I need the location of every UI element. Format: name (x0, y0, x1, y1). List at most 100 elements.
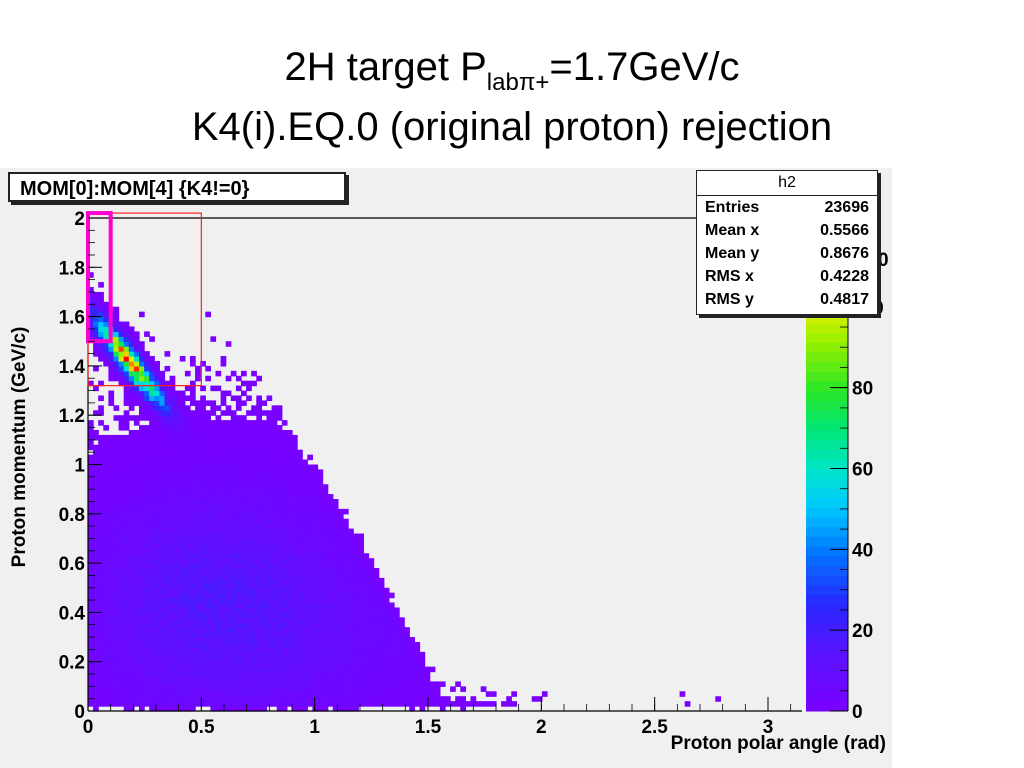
heatmap-cell (251, 661, 257, 668)
heatmap-cell (327, 641, 334, 648)
heatmap-cell (215, 681, 222, 687)
heatmap-cell (251, 548, 257, 554)
heatmap-cell (133, 385, 140, 392)
heatmap-cell (159, 681, 166, 687)
heatmap-cell (281, 479, 288, 485)
heatmap-cell (276, 641, 283, 648)
heatmap-cell (261, 444, 268, 451)
heatmap-cell (154, 548, 160, 554)
heatmap-cell (343, 661, 349, 668)
heatmap-cell (230, 425, 237, 431)
heatmap-cell (154, 627, 160, 633)
heatmap-cell (200, 499, 206, 505)
heatmap-cell (297, 548, 303, 554)
heatmap-cell (200, 651, 206, 658)
heatmap-cell (271, 405, 278, 411)
heatmap-cell (159, 429, 166, 436)
color-scale-segment (806, 478, 848, 489)
heatmap-cell (511, 701, 517, 707)
heatmap-cell (159, 706, 166, 712)
heatmap-cell (144, 370, 150, 377)
heatmap-cell (343, 548, 349, 554)
heatmap-cell (220, 572, 227, 579)
heatmap-cell (235, 415, 242, 421)
heatmap-cell (261, 425, 268, 431)
heatmap-cell (133, 503, 140, 510)
heatmap-cell (128, 370, 135, 377)
heatmap-cell (506, 696, 512, 702)
heatmap-cell (230, 543, 237, 549)
heatmap-cell (133, 429, 140, 436)
heatmap-cell (312, 676, 319, 683)
heatmap-cell (190, 602, 196, 609)
heatmap-cell (312, 568, 319, 574)
heatmap-cell (93, 508, 99, 515)
heatmap-cell (286, 454, 293, 461)
heatmap-cell (337, 563, 344, 569)
heatmap-cell (98, 282, 104, 288)
heatmap-cell (419, 676, 426, 683)
heatmap-cell (98, 439, 104, 446)
heatmap-cell (113, 464, 120, 471)
heatmap-cell (200, 701, 206, 707)
heatmap-cell (210, 582, 217, 589)
heatmap-cell (246, 651, 252, 658)
heatmap-cell (292, 499, 298, 505)
heatmap-cell (113, 444, 120, 451)
heatmap-cell (322, 489, 329, 495)
heatmap-cell (93, 434, 99, 441)
heatmap-cell (118, 612, 125, 618)
heatmap-cell (312, 543, 319, 549)
heatmap-cell (297, 499, 303, 505)
heatmap-cell (190, 641, 196, 648)
heatmap-cell (241, 666, 247, 673)
heatmap-cell (251, 528, 257, 535)
heatmap-cell (149, 577, 155, 584)
heatmap-cell (251, 518, 257, 525)
heatmap-cell (230, 508, 237, 515)
heatmap-cell (230, 632, 237, 638)
heatmap-cell (302, 494, 308, 500)
heatmap-cell (144, 518, 150, 525)
heatmap-cell (220, 617, 227, 623)
z-tick-label: 40 (852, 540, 873, 561)
heatmap-cell (246, 597, 252, 604)
heatmap-cell (363, 666, 370, 673)
heatmap-cell (190, 533, 196, 540)
heatmap-cell (343, 607, 349, 613)
heatmap-cell (251, 489, 257, 495)
heatmap-cell (164, 553, 171, 559)
heatmap-cell (439, 701, 446, 707)
heatmap-cell (383, 612, 390, 618)
heatmap-cell (317, 499, 324, 505)
heatmap-cell (317, 587, 324, 594)
heatmap-cell (113, 656, 120, 663)
heatmap-cell (383, 661, 390, 668)
heatmap-cell (98, 612, 104, 618)
heatmap-cell (251, 454, 257, 461)
heatmap-cell (195, 587, 201, 594)
heatmap-cell (424, 701, 431, 707)
heatmap-cell (174, 484, 181, 490)
heatmap-cell (332, 671, 339, 678)
heatmap-cell (98, 296, 104, 303)
heatmap-cell (358, 533, 364, 540)
heatmap-cell (235, 681, 242, 687)
heatmap-cell (179, 548, 186, 554)
heatmap-cell (225, 444, 232, 451)
heatmap-cell (363, 553, 370, 559)
color-scale-segment (806, 691, 848, 702)
heatmap-cell (235, 696, 242, 702)
heatmap-cell (276, 439, 283, 446)
heatmap-cell (144, 439, 150, 446)
heatmap-cell (235, 602, 242, 609)
heatmap-cell (363, 612, 370, 618)
heatmap-cell (281, 646, 288, 653)
heatmap-cell (419, 706, 426, 712)
heatmap-cell (302, 582, 308, 589)
heatmap-cell (225, 563, 232, 569)
heatmap-cell (149, 563, 155, 569)
heatmap-cell (286, 548, 293, 554)
heatmap-cell (190, 617, 196, 623)
